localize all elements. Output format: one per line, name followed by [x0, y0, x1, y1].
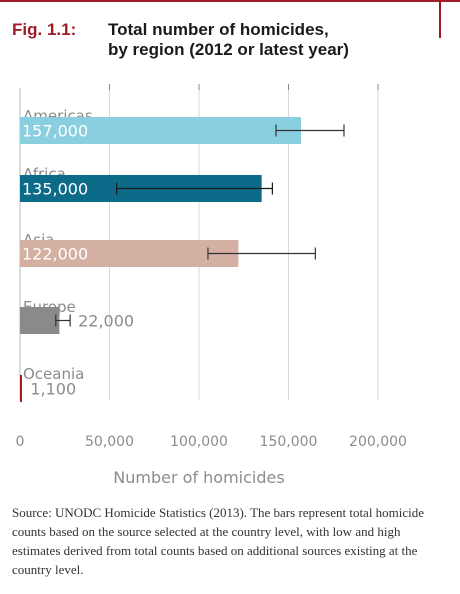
x-tick-label-0: 0 [16, 434, 25, 450]
source-note: Source: UNODC Homicide Statistics (2013)… [12, 505, 425, 577]
value-label-africa: 135,000 [22, 180, 88, 199]
figure-label: Fig. 1.1: [12, 20, 77, 39]
category-label-oceania: Oceania [23, 365, 84, 383]
x-tick-label-2: 100,000 [170, 434, 228, 450]
figure-title-line-1: Total number of homicides, [108, 20, 329, 39]
figure-title-line-2: by region (2012 or latest year) [108, 40, 349, 59]
bar-europe [20, 307, 60, 334]
value-label-asia: 122,000 [22, 245, 88, 264]
x-tick-label-4: 200,000 [349, 434, 407, 450]
x-tick-label-1: 50,000 [85, 434, 134, 450]
value-label-oceania: 1,100 [30, 380, 76, 399]
x-tick-label-3: 150,000 [260, 434, 318, 450]
bar-americas [20, 117, 302, 144]
figure-title: Total number of homicides, by region (20… [108, 20, 448, 60]
top-rule [0, 0, 460, 2]
bar-asia [20, 240, 239, 267]
bar-chart: Americas157,000Africa135,000Asia122,000E… [16, 84, 407, 487]
value-label-americas: 157,000 [22, 122, 88, 141]
x-axis-title: Number of homicides [113, 468, 284, 487]
corner-tick [439, 0, 441, 38]
value-label-europe: 22,000 [78, 312, 134, 331]
